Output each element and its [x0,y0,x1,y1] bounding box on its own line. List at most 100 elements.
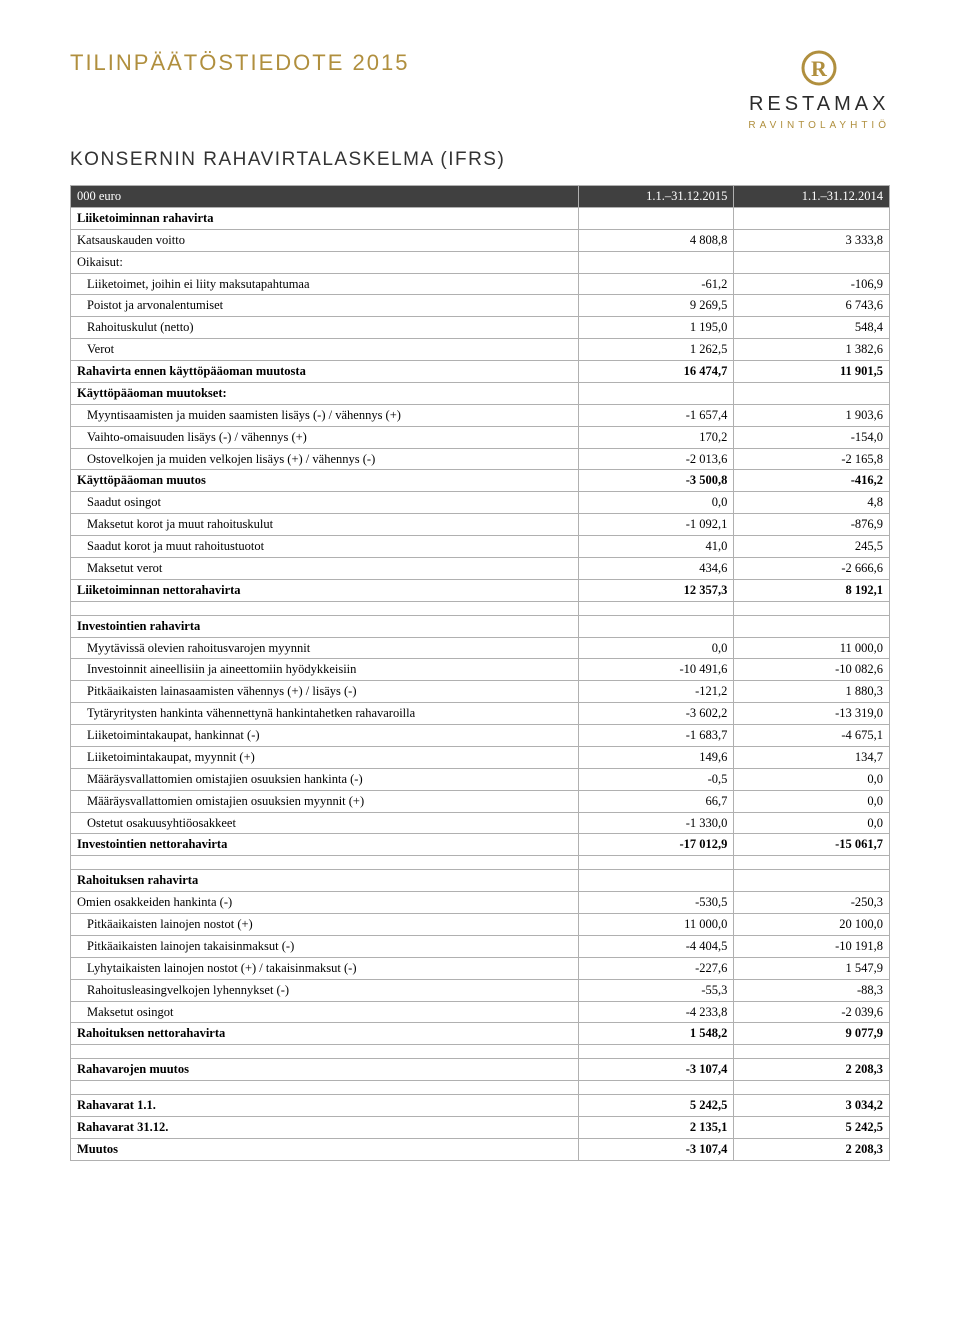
row-label: Saadut korot ja muut rahoitustuotot [71,536,579,558]
row-value-2: 11 901,5 [734,361,890,383]
row-label: Ostovelkojen ja muiden velkojen lisäys (… [71,448,579,470]
row-value-2: -15 061,7 [734,834,890,856]
table-row: Saadut korot ja muut rahoitustuotot41,02… [71,536,890,558]
table-body: Liiketoiminnan rahavirtaKatsauskauden vo… [71,207,890,1160]
row-value-2: -4 675,1 [734,725,890,747]
row-label: Saadut osingot [71,492,579,514]
row-label: Liiketoimet, joihin ei liity maksutapaht… [71,273,579,295]
row-label: Oikaisut: [71,251,579,273]
table-row: Verot1 262,51 382,6 [71,339,890,361]
row-label: Tytäryritysten hankinta vähennettynä han… [71,703,579,725]
table-row: Liiketoiminnan rahavirta [71,207,890,229]
table-row: Määräysvallattomien omistajien osuuksien… [71,768,890,790]
row-value-1: 434,6 [578,557,734,579]
row-label: Rahavirta ennen käyttöpääoman muutosta [71,361,579,383]
row-label: Käyttöpääoman muutokset: [71,382,579,404]
row-value-1: 12 357,3 [578,579,734,601]
table-row: Pitkäaikaisten lainasaamisten vähennys (… [71,681,890,703]
row-value-2 [734,870,890,892]
row-label: Poistot ja arvonalentumiset [71,295,579,317]
row-value-1: 9 269,5 [578,295,734,317]
row-value-2: -2 039,6 [734,1001,890,1023]
spacer-cell [734,1081,890,1095]
row-label: Pitkäaikaisten lainojen nostot (+) [71,914,579,936]
row-label: Vaihto-omaisuuden lisäys (-) / vähennys … [71,426,579,448]
row-label: Investointien rahavirta [71,615,579,637]
row-value-2: 4,8 [734,492,890,514]
row-value-1: -1 657,4 [578,404,734,426]
table-row: Investointien nettorahavirta-17 012,9-15… [71,834,890,856]
row-value-1: 4 808,8 [578,229,734,251]
table-row: Muutos-3 107,42 208,3 [71,1138,890,1160]
row-value-1: 11 000,0 [578,914,734,936]
row-value-1: -1 330,0 [578,812,734,834]
spacer-cell [71,601,579,615]
row-value-2: -13 319,0 [734,703,890,725]
row-value-1: -3 500,8 [578,470,734,492]
cashflow-table: 000 euro 1.1.–31.12.2015 1.1.–31.12.2014… [70,185,890,1161]
row-label: Lyhytaikaisten lainojen nostot (+) / tak… [71,957,579,979]
spacer-cell [734,1045,890,1059]
table-row: Maksetut verot434,6-2 666,6 [71,557,890,579]
table-row: Pitkäaikaisten lainojen nostot (+)11 000… [71,914,890,936]
table-row: Ostovelkojen ja muiden velkojen lisäys (… [71,448,890,470]
row-value-1: -4 233,8 [578,1001,734,1023]
brand-name: RESTAMAX [748,93,890,116]
table-row [71,1045,890,1059]
row-value-2: 245,5 [734,536,890,558]
section-title: KONSERNIN RAHAVIRTALASKELMA (IFRS) [70,149,890,171]
spacer-cell [578,1045,734,1059]
row-value-2: -2 165,8 [734,448,890,470]
table-row: Rahavarojen muutos-3 107,42 208,3 [71,1059,890,1081]
table-row: Määräysvallattomien omistajien osuuksien… [71,790,890,812]
row-value-1: -227,6 [578,957,734,979]
spacer-cell [71,856,579,870]
row-label: Rahoituskulut (netto) [71,317,579,339]
row-label: Maksetut verot [71,557,579,579]
table-row: Rahoitusleasingvelkojen lyhennykset (-)-… [71,979,890,1001]
spacer-cell [578,1081,734,1095]
row-value-2 [734,382,890,404]
table-row: Oikaisut: [71,251,890,273]
row-value-2: 2 208,3 [734,1059,890,1081]
spacer-cell [578,601,734,615]
row-value-1: -3 107,4 [578,1059,734,1081]
row-value-2: -88,3 [734,979,890,1001]
row-value-2: 9 077,9 [734,1023,890,1045]
row-value-2: -10 082,6 [734,659,890,681]
row-value-2: -10 191,8 [734,935,890,957]
brand-subtitle: RAVINTOLAYHTIÖ [748,120,890,131]
table-row: Vaihto-omaisuuden lisäys (-) / vähennys … [71,426,890,448]
svg-text:R: R [811,56,828,81]
row-label: Liiketoiminnan rahavirta [71,207,579,229]
row-value-2: -2 666,6 [734,557,890,579]
row-label: Investoinnit aineellisiin ja aineettomii… [71,659,579,681]
table-row: Käyttöpääoman muutos-3 500,8-416,2 [71,470,890,492]
row-value-1: 16 474,7 [578,361,734,383]
col-header-period2: 1.1.–31.12.2014 [734,186,890,208]
table-row [71,601,890,615]
table-row: Maksetut korot ja muut rahoituskulut-1 0… [71,514,890,536]
table-row: Rahoituskulut (netto)1 195,0548,4 [71,317,890,339]
row-value-1: -1 683,7 [578,725,734,747]
table-row [71,1081,890,1095]
table-row: Myytävissä olevien rahoitusvarojen myynn… [71,637,890,659]
brand-block: R RESTAMAX RAVINTOLAYHTIÖ [748,50,890,131]
row-value-2: 5 242,5 [734,1117,890,1139]
row-value-1: -61,2 [578,273,734,295]
row-value-1: 1 548,2 [578,1023,734,1045]
table-row: Poistot ja arvonalentumiset9 269,56 743,… [71,295,890,317]
row-value-1: 1 262,5 [578,339,734,361]
row-value-1: -2 013,6 [578,448,734,470]
row-value-1: -3 107,4 [578,1138,734,1160]
row-value-2: 134,7 [734,746,890,768]
table-row: Käyttöpääoman muutokset: [71,382,890,404]
row-value-1: -55,3 [578,979,734,1001]
page: TILINPÄÄTÖSTIEDOTE 2015 R RESTAMAX RAVIN… [0,0,960,1191]
brand-logo-icon: R [801,50,837,91]
table-row: Liiketoimintakaupat, myynnit (+)149,6134… [71,746,890,768]
row-label: Myytävissä olevien rahoitusvarojen myynn… [71,637,579,659]
row-label: Liiketoiminnan nettorahavirta [71,579,579,601]
row-value-2: 20 100,0 [734,914,890,936]
row-label: Katsauskauden voitto [71,229,579,251]
